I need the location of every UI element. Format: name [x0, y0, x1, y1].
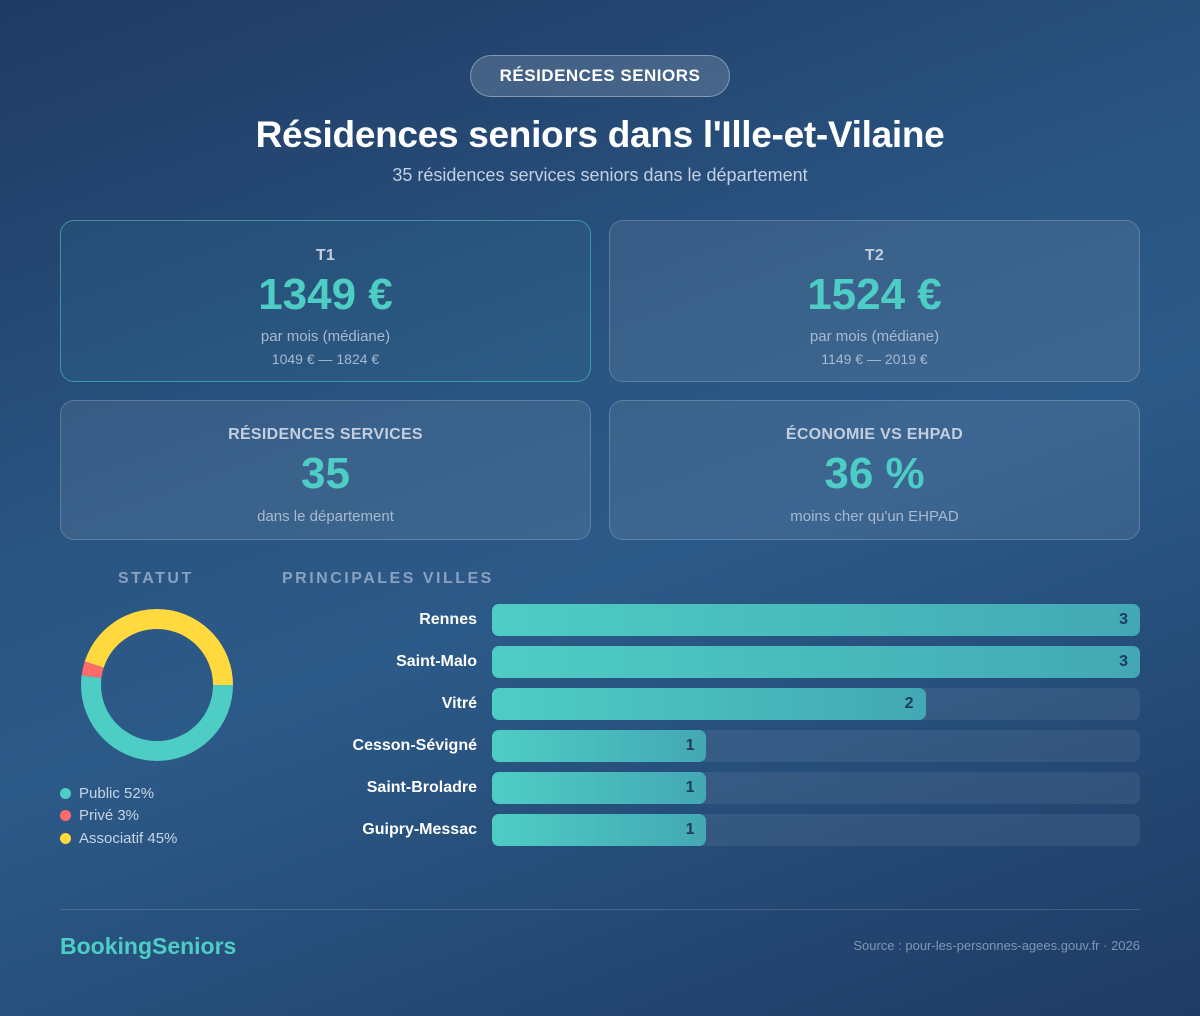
legend-label: Privé 3%	[79, 807, 140, 825]
page-title: Résidences seniors dans l'Ille-et-Vilain…	[255, 114, 945, 155]
card-value: 1524 €	[807, 270, 942, 319]
category-badge: RÉSIDENCES SENIORS	[470, 55, 730, 97]
bar-track: 1	[492, 730, 1140, 762]
card-sub: par mois (médiane)	[809, 328, 940, 345]
card-label: ÉCONOMIE VS EHPAD	[785, 426, 964, 443]
bar-row-vitre: Vitré 2	[280, 688, 1140, 720]
card-residences-count: RÉSIDENCES SERVICES 35 dans le départeme…	[60, 400, 591, 540]
bar-row-saint-malo: Saint-Malo 3	[280, 646, 1140, 678]
bar-row-rennes: Rennes 3	[280, 604, 1140, 636]
bar-fill: 3	[492, 646, 1140, 678]
card-t1-price: T1 1349 € par mois (médiane) 1049 € — 18…	[60, 220, 591, 382]
bar-fill: 1	[492, 772, 707, 804]
footer-divider	[60, 909, 1140, 910]
donut-segment-associatif	[81, 609, 233, 761]
card-sub: dans le département	[257, 508, 394, 525]
bar-label: Guipry-Messac	[362, 821, 477, 838]
bar-label: Cesson-Sévigné	[352, 737, 477, 754]
bar-value: 1	[685, 821, 695, 838]
bar-label: Saint-Broladre	[366, 779, 477, 796]
legend-label: Public 52%	[79, 784, 155, 802]
bar-value: 1	[685, 779, 695, 796]
statut-donut-chart	[81, 609, 233, 761]
bar-track: 1	[492, 772, 1140, 804]
card-ehpad-savings: ÉCONOMIE VS EHPAD 36 % moins cher qu'un …	[609, 400, 1140, 540]
legend-item-public: Public 52%	[60, 782, 177, 805]
card-sub: par mois (médiane)	[260, 328, 391, 345]
bar-value: 3	[1119, 611, 1128, 628]
card-label: RÉSIDENCES SERVICES	[228, 426, 423, 443]
villes-title: PRINCIPALES VILLES	[282, 570, 494, 587]
bar-value: 3	[1119, 653, 1128, 670]
bar-row-cesson-sevigne: Cesson-Sévigné 1	[280, 730, 1140, 762]
legend-label: Associatif 45%	[79, 829, 178, 847]
bar-track: 3	[492, 646, 1140, 678]
card-label: T1	[315, 247, 336, 264]
bar-label: Saint-Malo	[396, 653, 477, 670]
bar-track: 2	[492, 688, 1140, 720]
card-value: 36 %	[824, 449, 925, 498]
bar-fill: 3	[492, 604, 1140, 636]
bar-label: Vitré	[441, 695, 477, 712]
legend-dot-icon	[60, 787, 71, 799]
card-value: 35	[301, 449, 350, 498]
bar-value: 2	[904, 695, 914, 712]
legend-item-prive: Privé 3%	[60, 805, 177, 828]
bar-track: 3	[492, 604, 1140, 636]
bar-value: 1	[685, 737, 695, 754]
statut-legend: Public 52% Privé 3% Associatif 45%	[60, 782, 177, 850]
source-credit: Source : pour-les-personnes-agees.gouv.f…	[853, 938, 1140, 953]
legend-dot-icon	[60, 832, 71, 844]
legend-item-associatif: Associatif 45%	[60, 827, 177, 850]
page-subtitle: 35 résidences services seniors dans le d…	[392, 165, 808, 185]
bar-row-guipry-messac: Guipry-Messac 1	[280, 814, 1140, 846]
bar-fill: 1	[492, 730, 707, 762]
statut-title: STATUT	[118, 570, 194, 587]
card-range: 1049 € — 1824 €	[271, 351, 380, 367]
card-label: T2	[864, 247, 885, 264]
bar-fill: 1	[492, 814, 707, 846]
bar-row-saint-broladre: Saint-Broladre 1	[280, 772, 1140, 804]
bar-label: Rennes	[419, 611, 477, 628]
bar-track: 1	[492, 814, 1140, 846]
card-sub: moins cher qu'un EHPAD	[790, 508, 959, 525]
card-value: 1349 €	[258, 270, 393, 319]
brand-logo: BookingSeniors	[60, 933, 237, 959]
card-t2-price: T2 1524 € par mois (médiane) 1149 € — 20…	[609, 220, 1140, 382]
card-range: 1149 € — 2019 €	[821, 351, 928, 367]
legend-dot-icon	[60, 810, 71, 822]
bar-fill: 2	[492, 688, 926, 720]
